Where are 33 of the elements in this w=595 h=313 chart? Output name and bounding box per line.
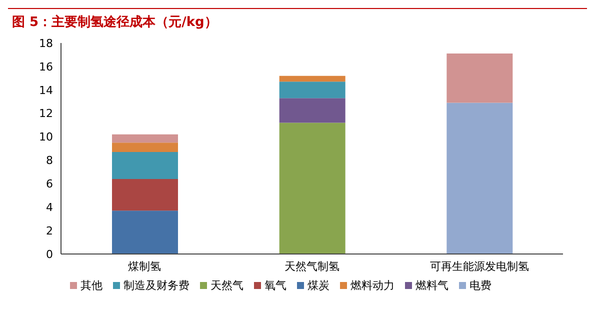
bar [279, 82, 346, 98]
y-tick-label: 18 [39, 36, 53, 50]
bar [112, 134, 178, 143]
y-tick-label: 14 [39, 84, 53, 97]
y-tick-label: 0 [46, 248, 53, 261]
bar [446, 54, 513, 103]
bar [112, 178, 178, 211]
legend-label: 煤炭 [308, 279, 330, 292]
bar [446, 102, 513, 254]
y-tick-label: 10 [39, 130, 53, 144]
legend-label: 燃料动力 [350, 279, 394, 292]
x-tick-label: 可再生能源发电制氢 [430, 260, 529, 273]
y-tick-label: 8 [46, 154, 53, 168]
x-tick-label: 煤制氢 [128, 260, 162, 273]
bar [112, 142, 178, 152]
y-tick-label: 4 [46, 201, 53, 214]
x-tick-label: 天然气制氢 [284, 260, 340, 273]
legend-label: 燃料气 [416, 279, 448, 292]
legend-label: 电费 [470, 279, 492, 292]
legend-label: 制造及财务费 [124, 279, 190, 292]
chart-title: 图 5：主要制氢途径成本（元/kg） [8, 8, 587, 31]
bar [279, 76, 346, 82]
bar [279, 98, 346, 123]
bar [112, 210, 178, 254]
y-tick-label: 2 [46, 224, 53, 238]
bar [279, 122, 346, 254]
legend-label: 天然气 [210, 279, 244, 292]
y-tick-label: 12 [39, 107, 53, 120]
legend-label: 其他 [80, 279, 102, 292]
y-tick-label: 6 [46, 178, 53, 191]
bar [112, 152, 178, 179]
legend-label: 氧气 [264, 279, 286, 292]
y-tick-label: 16 [39, 60, 53, 74]
